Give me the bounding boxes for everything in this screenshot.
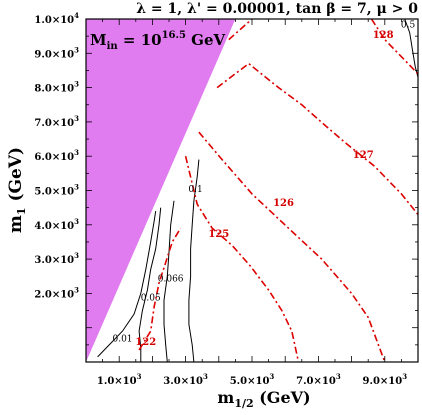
red-contour-label-127: 127 <box>353 150 374 161</box>
x-tick-label: 9.0×103 <box>363 372 408 387</box>
black-contour-0.1 <box>188 159 200 362</box>
black-contour-label-0.1: 0.1 <box>188 185 202 195</box>
red-contour-extra-5 <box>370 19 418 75</box>
y-tick-label: 6.0×103 <box>34 148 79 163</box>
x-tick-label: 1.0×103 <box>97 372 142 387</box>
red-contour-label-126: 126 <box>273 198 294 209</box>
red-contour-127 <box>216 62 418 216</box>
red-contour-128 <box>228 19 253 41</box>
input-scale-annotation: Min = 1016.5 GeV <box>90 30 226 52</box>
black-contour-0.01 <box>97 211 157 358</box>
excluded-region <box>86 19 236 362</box>
plot-area: 0.01 0.05 0.066 0.1 0.5 122 125 126 127 128 1.0×10… <box>34 11 419 387</box>
svg-text:m1/2 (GeV): m1/2 (GeV) <box>217 388 310 410</box>
x-axis-title: m1/2 (GeV) <box>217 388 310 410</box>
red-contour-126 <box>198 131 386 362</box>
black-contour-label-0.5: 0.5 <box>401 21 416 31</box>
black-contour-label-0.01: 0.01 <box>112 334 132 344</box>
y-axis-sub: 1 <box>15 207 28 215</box>
svg-text:m1 (GeV): m1 (GeV) <box>6 147 28 233</box>
black-contour-0.05 <box>138 207 162 362</box>
y-axis-unit: (GeV) <box>6 147 26 208</box>
red-contour-122 <box>138 227 182 351</box>
y-axis-base: m <box>6 215 26 233</box>
black-contour-0.066 <box>163 200 175 362</box>
x-axis-sub: 1/2 <box>234 397 253 410</box>
x-axis-unit: (GeV) <box>254 388 311 407</box>
red-contour-label-122: 122 <box>135 337 156 348</box>
plot-content <box>86 19 418 362</box>
y-tick-label: 9.0×103 <box>34 45 79 60</box>
y-tick-label: 7.0×103 <box>34 114 79 129</box>
annotation-unit: GeV <box>186 31 226 49</box>
y-tick-label: 4.0×103 <box>34 217 79 232</box>
annotation-exp: 16.5 <box>162 30 186 41</box>
y-tick-label: 2.0×103 <box>34 285 79 300</box>
x-axis-base: m <box>217 388 234 407</box>
svg-text:Min = 1016.5 GeV: Min = 1016.5 GeV <box>90 30 226 52</box>
y-tick-label: 3.0×103 <box>34 251 79 266</box>
x-tick-label: 7.0×103 <box>296 372 341 387</box>
y-tick-label: 8.0×103 <box>34 80 79 95</box>
annotation-base-sub: in <box>107 41 119 52</box>
x-tick-label: 3.0×103 <box>163 372 208 387</box>
y-axis-title: m1 (GeV) <box>6 147 28 233</box>
chart-title: λ = 1, λ' = 0.00001, tan β = 7, μ > 0 <box>136 1 418 17</box>
black-contour-label-0.066: 0.066 <box>158 274 184 284</box>
red-contour-125 <box>184 156 300 362</box>
y-tick-label: 5.0×103 <box>34 183 79 198</box>
y-tick-label: 1.0×104 <box>34 11 79 26</box>
red-contour-label-128: 128 <box>373 30 394 41</box>
annotation-equals: = 10 <box>118 31 162 49</box>
x-tick-label: 5.0×103 <box>230 372 275 387</box>
black-contour-label-0.05: 0.05 <box>141 293 161 303</box>
annotation-base: M <box>90 31 107 49</box>
red-contour-label-125: 125 <box>208 229 229 240</box>
